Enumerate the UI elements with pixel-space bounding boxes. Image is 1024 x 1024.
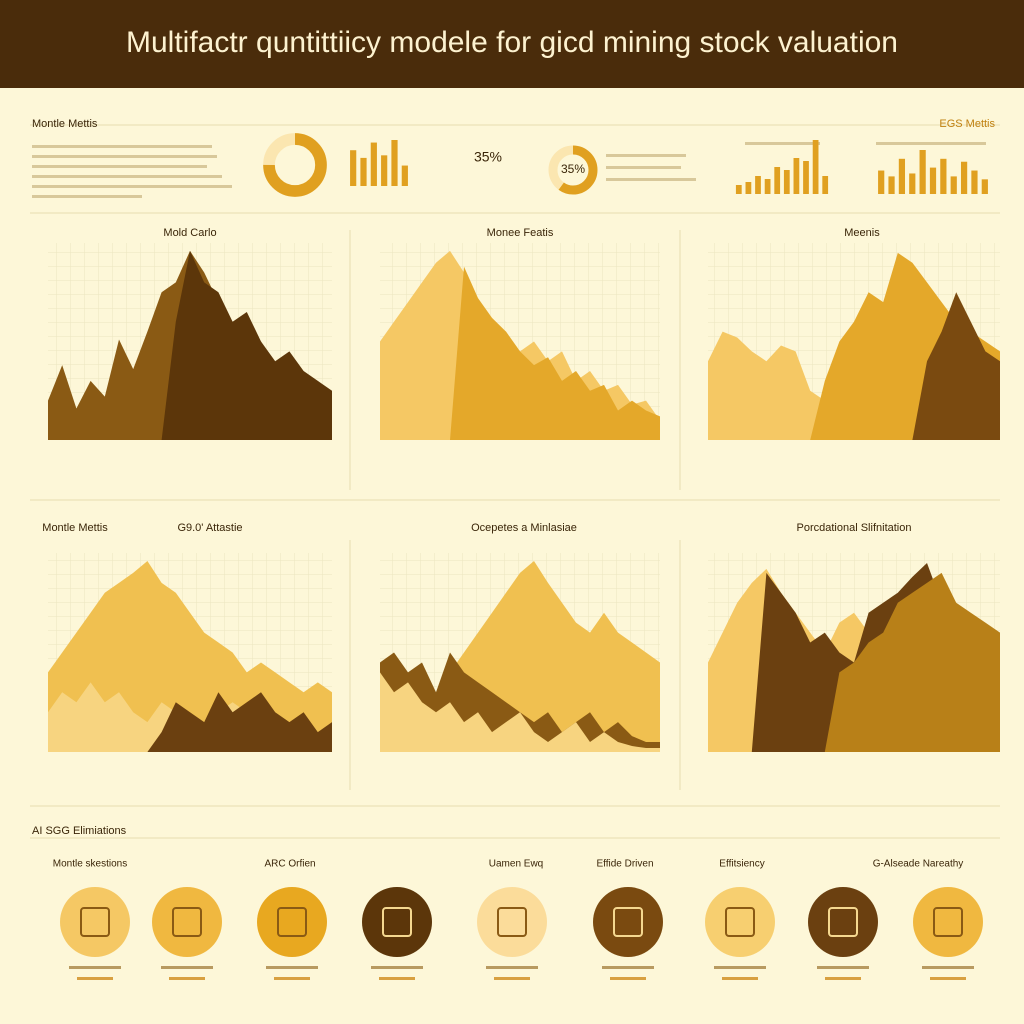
icon-label: Uamen Ewq: [489, 859, 543, 870]
bar: [803, 161, 809, 194]
bar: [370, 142, 377, 186]
icon-caption: [825, 977, 861, 980]
icon-circle: [362, 887, 432, 957]
icon-label: Montle skestions: [53, 859, 127, 870]
bar: [888, 176, 895, 194]
bar: [401, 165, 408, 186]
donut-segment: [263, 133, 327, 197]
chart-title: Meenis: [844, 227, 880, 239]
bar: [764, 179, 771, 194]
icon-caption: [922, 966, 974, 969]
icon-glyph: [277, 907, 307, 937]
bar: [745, 182, 752, 194]
bar: [981, 179, 988, 194]
area: [48, 250, 332, 440]
bar: [940, 158, 947, 194]
icon-caption: [169, 977, 205, 980]
bar: [909, 173, 916, 194]
area: [48, 692, 332, 752]
bar: [350, 150, 357, 186]
icon-glyph: [382, 907, 412, 937]
icon-caption: [161, 966, 213, 969]
icon-caption: [266, 966, 318, 969]
icon-caption: [610, 977, 646, 980]
icon-caption: [486, 966, 538, 969]
bar: [391, 140, 398, 186]
bar: [812, 140, 819, 194]
bar: [360, 157, 367, 186]
icon-circle: [705, 887, 775, 957]
icon-glyph: [725, 907, 755, 937]
chart-title: Porcdational Slifnitation: [797, 522, 912, 534]
donut-label: 35%: [561, 162, 585, 176]
bar: [755, 176, 761, 194]
icon-label: Effide Driven: [596, 859, 653, 870]
icon-row: [60, 887, 983, 980]
icon-caption: [494, 977, 530, 980]
icon-caption: [69, 966, 121, 969]
header-title: Multifactr quntittiicy modele for gicd m…: [126, 26, 898, 59]
bar: [960, 161, 968, 194]
chart-subtitle: G9.0' Attastie: [177, 522, 242, 534]
area: [708, 572, 1000, 752]
bar: [774, 167, 781, 194]
bar: [929, 167, 937, 194]
section-label: EGS Mettis: [939, 118, 995, 130]
icon-circle: [152, 887, 222, 957]
area: [380, 672, 660, 752]
icon-circle: [808, 887, 878, 957]
icon-caption: [722, 977, 758, 980]
bar: [381, 155, 388, 186]
icon-circle: [593, 887, 663, 957]
icon-glyph: [613, 907, 643, 937]
icon-label: Effitsiency: [719, 859, 764, 870]
bar: [822, 176, 829, 194]
placeholder-text: [32, 142, 986, 198]
bar: [793, 158, 800, 194]
highlight-value: 35%: [474, 149, 502, 165]
icon-circle: [913, 887, 983, 957]
icon-caption: [602, 966, 654, 969]
icon-circle: [60, 887, 130, 957]
icon-circle: [477, 887, 547, 957]
area: [708, 292, 1000, 440]
bar: [735, 185, 742, 194]
icon-glyph: [172, 907, 202, 937]
icon-caption: [817, 966, 869, 969]
icon-caption: [379, 977, 415, 980]
section-title: AI SGG Elimiations: [32, 825, 127, 837]
chart-title: Monee Featis: [487, 227, 554, 239]
icon-circle: [257, 887, 327, 957]
area: [380, 266, 660, 440]
icon-glyph: [828, 907, 858, 937]
icon-caption: [77, 977, 113, 980]
donut-segment: [548, 145, 598, 195]
bar: [919, 150, 926, 194]
icon-glyph: [80, 907, 110, 937]
icon-caption: [930, 977, 966, 980]
bar: [898, 158, 906, 194]
icon-label: ARC Orfien: [264, 859, 315, 870]
bar: [950, 176, 957, 194]
icon-label: G-Alseade Nareathy: [873, 859, 964, 870]
bar: [783, 170, 790, 194]
chart-title: Ocepetes a Minlasiae: [471, 522, 577, 534]
header-bar: [0, 0, 1024, 88]
icon-caption: [714, 966, 766, 969]
icon-caption: [371, 966, 423, 969]
icon-glyph: [933, 907, 963, 937]
bar: [878, 170, 885, 194]
chart-title: Mold Carlo: [163, 227, 216, 239]
icon-glyph: [497, 907, 527, 937]
section-label: Montle Mettis: [32, 118, 98, 130]
chart-title: Montle Mettis: [42, 522, 108, 534]
bar: [971, 170, 978, 194]
icon-caption: [274, 977, 310, 980]
